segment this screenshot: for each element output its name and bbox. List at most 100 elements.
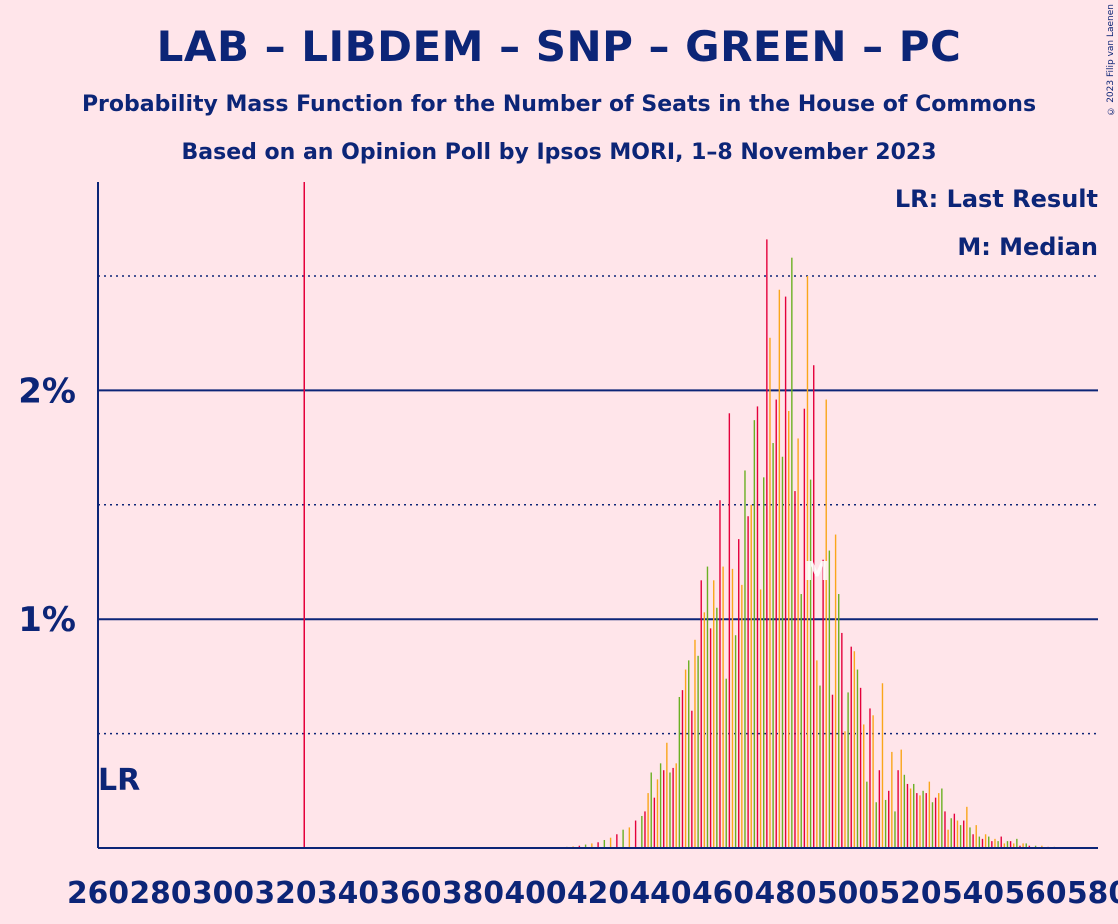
bar bbox=[634, 820, 637, 848]
bar bbox=[819, 685, 821, 848]
bar bbox=[584, 844, 587, 848]
bar bbox=[725, 678, 727, 848]
bar bbox=[900, 749, 902, 848]
bar bbox=[719, 500, 721, 848]
bar bbox=[641, 815, 643, 848]
bar bbox=[731, 568, 734, 848]
bar bbox=[603, 839, 606, 848]
x-tick-label: 580 bbox=[1067, 876, 1118, 911]
bar bbox=[744, 470, 746, 848]
bar bbox=[997, 841, 999, 848]
bar bbox=[888, 790, 890, 848]
bar bbox=[791, 257, 793, 848]
bar bbox=[825, 399, 827, 848]
x-tick-label: 540 bbox=[942, 876, 1004, 911]
bar bbox=[816, 660, 818, 848]
bar bbox=[859, 687, 862, 848]
bar bbox=[738, 539, 740, 848]
bar bbox=[653, 797, 656, 848]
bar bbox=[966, 806, 968, 848]
bar bbox=[806, 276, 809, 848]
bar bbox=[834, 534, 837, 848]
bar bbox=[766, 239, 768, 849]
y-tick-label: 1% bbox=[18, 600, 76, 640]
bar bbox=[622, 829, 624, 848]
bar bbox=[838, 594, 840, 848]
x-tick-label: 280 bbox=[130, 876, 192, 911]
bar bbox=[700, 580, 702, 848]
bar bbox=[656, 779, 659, 848]
bar bbox=[591, 843, 593, 848]
chart-subtitle: Probability Mass Function for the Number… bbox=[81, 92, 1037, 117]
bar bbox=[981, 838, 984, 848]
bar bbox=[963, 820, 965, 848]
grid-lines bbox=[98, 275, 1098, 735]
bar bbox=[909, 788, 912, 848]
bar bbox=[769, 337, 771, 848]
bar bbox=[781, 456, 784, 848]
bar bbox=[847, 692, 849, 848]
chart-source: Based on an Opinion Poll by Ipsos MORI, … bbox=[181, 140, 937, 165]
bar bbox=[697, 655, 699, 848]
bar bbox=[750, 504, 752, 848]
bar bbox=[947, 829, 949, 848]
bar bbox=[984, 834, 987, 848]
bar bbox=[1000, 836, 1002, 848]
bar bbox=[578, 845, 581, 848]
bar bbox=[669, 772, 671, 848]
bar bbox=[1013, 843, 1015, 848]
x-tick-label: 480 bbox=[755, 876, 817, 911]
bar bbox=[616, 834, 618, 848]
x-tick-label: 360 bbox=[380, 876, 442, 911]
bar bbox=[813, 365, 815, 848]
bar bbox=[756, 406, 759, 848]
bar bbox=[672, 767, 674, 848]
bar bbox=[778, 289, 781, 848]
bar bbox=[772, 443, 774, 848]
bar bbox=[938, 793, 940, 848]
bar bbox=[869, 708, 871, 848]
bar bbox=[809, 479, 812, 848]
chart-title: LAB – LIBDEM – SNP – GREEN – PC bbox=[156, 22, 962, 71]
bar bbox=[597, 842, 599, 848]
bar bbox=[681, 690, 684, 848]
bar bbox=[675, 763, 677, 848]
bar bbox=[881, 683, 884, 848]
bar bbox=[1025, 843, 1027, 848]
bar bbox=[1006, 841, 1009, 848]
bar bbox=[956, 820, 959, 848]
bar bbox=[969, 827, 971, 848]
bar bbox=[884, 799, 887, 848]
bar bbox=[803, 408, 806, 848]
bar bbox=[644, 811, 646, 848]
bar bbox=[875, 802, 877, 848]
bar bbox=[794, 491, 796, 848]
bar bbox=[759, 589, 762, 848]
bar bbox=[978, 836, 981, 848]
bar bbox=[1041, 845, 1043, 848]
bar bbox=[650, 772, 652, 848]
bar bbox=[975, 825, 977, 848]
bar bbox=[831, 694, 834, 848]
bar bbox=[863, 724, 865, 848]
bar bbox=[906, 783, 909, 848]
bar bbox=[844, 731, 846, 848]
bar bbox=[891, 751, 893, 848]
bar bbox=[919, 795, 921, 848]
bar bbox=[928, 781, 931, 848]
x-tick-label: 340 bbox=[317, 876, 379, 911]
bar bbox=[925, 793, 927, 848]
bar bbox=[988, 836, 990, 848]
bar bbox=[916, 793, 918, 848]
bar bbox=[691, 710, 693, 848]
last-result-label: LR bbox=[98, 763, 140, 798]
bar bbox=[866, 781, 868, 848]
bar bbox=[903, 774, 906, 848]
x-tick-label: 560 bbox=[1005, 876, 1067, 911]
bar bbox=[763, 477, 765, 848]
bar bbox=[850, 646, 852, 848]
x-tick-label: 520 bbox=[880, 876, 942, 911]
bar bbox=[663, 770, 665, 848]
bar bbox=[647, 793, 649, 848]
bar bbox=[991, 841, 993, 848]
